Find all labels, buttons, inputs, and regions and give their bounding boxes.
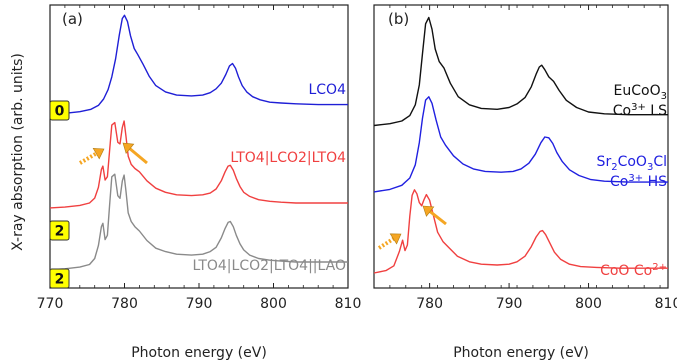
x-tick-label: 810 (335, 296, 362, 312)
panel-b-x-axis-label: Photon energy (eV) (453, 345, 589, 361)
svg-text:2: 2 (55, 272, 65, 288)
panel-a-solid-arrow (122, 142, 148, 165)
panel-a-series-label: LTO4|LCO2|LTO4 (230, 150, 346, 166)
panel-b-x-ticks: 780 790 800 810 (373, 5, 677, 312)
baseline-badge: 0 (49, 100, 70, 121)
x-tick-label: 780 (416, 296, 443, 312)
panel-b-series-line (373, 189, 668, 274)
panel-a-x-axis-label: Photon energy (eV) (131, 345, 267, 361)
svg-text:2: 2 (55, 224, 65, 240)
x-tick-label: 790 (496, 296, 523, 312)
panel-b-series-label: Co3+​ LS (613, 102, 667, 119)
panel-a-dotted-arrow (78, 148, 105, 165)
panel-a-series-label: LTO4|LCO2|LTO4||LAO (192, 258, 346, 274)
panel-a-series-line (49, 173, 348, 271)
x-tick-label: 770 (37, 296, 64, 312)
panel-b-series-label: CoO Co2+​ (600, 262, 667, 279)
panel-b-dotted-arrow (377, 233, 402, 250)
panel-a-series-line (49, 14, 348, 115)
panel-b-solid-arrow (422, 205, 447, 226)
baseline-badge: 2 (49, 268, 70, 289)
panel-a-series-label: LCO4 (308, 82, 346, 98)
panel-a-label: (a) (62, 10, 83, 28)
x-tick-label: 800 (575, 296, 602, 312)
panel-a-series-line (49, 120, 348, 209)
baseline-badge: 2 (49, 220, 70, 241)
panel-a-badges: 0 2 2 (49, 100, 70, 289)
panel-b: (b) 780 790 800 810 EuCoO3​Co3+​ LS Sr2​CoO3… (373, 4, 677, 361)
x-tick-label: 810 (655, 296, 677, 312)
panel-a-series: LCO4 LTO4|LCO2|LTO4 LTO4|LCO2|LTO4||LAO (49, 14, 348, 274)
panel-b-series-line (373, 16, 668, 127)
y-axis-label: X-ray absorption (arb. units) (10, 53, 26, 251)
panel-b-frame (373, 4, 669, 289)
panel-b-label: (b) (388, 10, 409, 28)
panel-a: (a) 770 780 790 800 810 LCO4 LTO4|LCO2|LTO4 LT… (37, 4, 362, 361)
panel-b-series-label: EuCoO3​ (614, 83, 667, 102)
x-tick-label: 780 (111, 296, 138, 312)
panel-a-frame (49, 4, 349, 289)
x-tick-label: 800 (260, 296, 287, 312)
panel-b-series-label: Sr2​CoO3​Cl (597, 154, 667, 173)
panel-b-series-line (373, 96, 668, 193)
x-tick-label: 790 (186, 296, 213, 312)
panel-a-x-ticks: 770 780 790 800 810 (37, 5, 362, 312)
panel-b-series-label: Co3+​ HS (610, 173, 667, 190)
svg-text:0: 0 (55, 104, 65, 120)
